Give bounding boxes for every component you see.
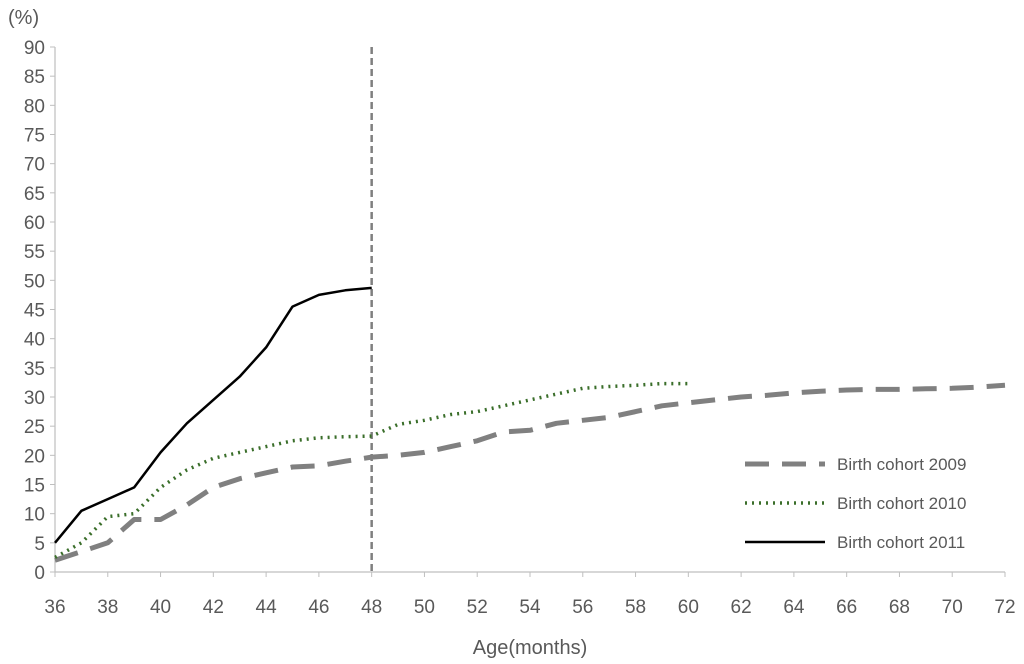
x-tick-label: 58 [625,597,646,618]
y-tick-label: 55 [24,242,45,263]
y-tick-label: 60 [24,213,45,234]
y-axis-label: (%) [8,7,39,29]
y-axis-ticks: 0 5 10 15 20 25 30 35 40 45 50 55 60 65 70 75 80 85 90 [24,38,55,584]
x-tick-label: 42 [203,597,224,618]
legend-label: Birth cohort 2011 [837,533,965,552]
y-tick-label: 70 [24,155,45,176]
x-tick-label: 64 [783,597,805,618]
x-tick-label: 52 [467,597,488,618]
x-axis-ticks: 36 38 40 42 44 46 48 50 52 54 56 58 60 62 64 66 68 70 72 [44,572,1016,618]
y-tick-label: 30 [24,388,45,409]
x-axis-label: Age(months) [473,637,588,659]
y-tick-label: 0 [34,563,45,584]
y-tick-label: 85 [24,67,45,88]
y-tick-label: 5 [34,534,45,555]
y-tick-label: 15 [24,476,45,497]
x-tick-label: 50 [414,597,435,618]
y-tick-label: 80 [24,96,45,117]
legend-label: Birth cohort 2009 [837,455,966,474]
y-tick-label: 20 [24,446,45,467]
x-tick-label: 48 [361,597,382,618]
y-tick-label: 75 [24,126,45,147]
y-tick-label: 35 [24,359,45,380]
y-tick-label: 25 [24,417,45,438]
x-tick-label: 40 [150,597,171,618]
x-tick-label: 56 [572,597,593,618]
x-tick-label: 68 [889,597,910,618]
y-tick-label: 50 [24,271,45,292]
x-tick-label: 44 [256,597,278,618]
x-tick-label: 38 [97,597,118,618]
x-tick-label: 72 [994,597,1015,618]
x-tick-label: 62 [731,597,752,618]
y-tick-label: 90 [24,38,45,59]
y-tick-label: 65 [24,184,45,205]
x-tick-label: 46 [308,597,329,618]
y-tick-label: 10 [24,505,45,526]
legend: Birth cohort 2009 Birth cohort 2010 Birth … [745,455,966,552]
series-line-birth-cohort-2011 [54,286,372,544]
y-tick-label: 45 [24,301,45,322]
series-line-birth-cohort-2009 [54,382,1006,563]
x-tick-label: 66 [836,597,857,618]
x-tick-label: 60 [678,597,699,618]
x-tick-label: 70 [942,597,963,618]
x-tick-label: 54 [519,597,541,618]
series-lines [54,286,1006,563]
y-tick-label: 40 [24,330,45,351]
x-tick-label: 36 [44,597,65,618]
legend-label: Birth cohort 2010 [837,494,966,513]
